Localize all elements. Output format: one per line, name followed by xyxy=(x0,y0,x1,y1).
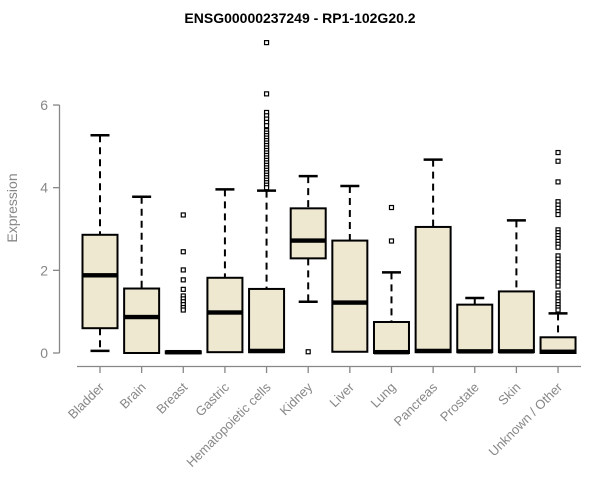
x-tick-label: Skin xyxy=(495,380,523,408)
outlier-point xyxy=(263,123,270,129)
box xyxy=(497,290,535,354)
x-tick-label: Gastric xyxy=(192,379,232,419)
median-line xyxy=(498,349,534,354)
median-line xyxy=(290,238,326,243)
x-tick-label: Unknown / Other xyxy=(486,379,566,459)
outlier-point xyxy=(180,286,186,292)
box xyxy=(414,225,452,354)
box xyxy=(372,321,410,355)
chart-title: ENSG00000237249 - RP1-102G20.2 xyxy=(184,10,416,26)
median-line xyxy=(82,273,118,278)
outlier-point xyxy=(388,204,395,211)
outlier-point xyxy=(388,238,395,244)
outlier-point xyxy=(555,158,561,164)
median-line xyxy=(457,349,493,354)
median-line xyxy=(249,348,285,354)
outlier-point xyxy=(305,349,311,355)
outlier-point xyxy=(263,185,270,191)
y-tick-label: 4 xyxy=(40,180,48,196)
box xyxy=(289,207,327,260)
x-tick-label: Liver xyxy=(326,379,357,410)
x-tick-label: Kidney xyxy=(277,379,316,418)
x-tick-label: Pancreas xyxy=(391,379,441,429)
median-line xyxy=(124,314,160,320)
outlier-point xyxy=(180,249,186,255)
median-line xyxy=(332,300,368,305)
box xyxy=(206,276,244,354)
median-line xyxy=(165,349,201,355)
outlier-point xyxy=(180,277,186,283)
outlier-point xyxy=(555,244,561,250)
box xyxy=(123,287,161,355)
y-tick-label: 0 xyxy=(40,345,48,361)
y-tick-label: 6 xyxy=(40,97,48,113)
median-line xyxy=(207,310,243,315)
box xyxy=(81,233,119,330)
outlier-point xyxy=(180,267,186,273)
x-tick-label: Bladder xyxy=(65,379,108,422)
x-tick-label: Lung xyxy=(368,380,399,411)
median-line xyxy=(540,349,576,354)
x-tick-label: Prostate xyxy=(437,380,482,425)
box xyxy=(248,287,286,354)
x-tick-label: Brain xyxy=(117,380,149,412)
box xyxy=(331,239,369,353)
y-tick-label: 2 xyxy=(40,262,48,278)
outlier-point xyxy=(555,149,561,156)
x-tick-label: Breast xyxy=(153,379,190,416)
outlier-point xyxy=(180,307,186,313)
outlier-point xyxy=(263,91,270,97)
median-line xyxy=(415,348,451,354)
box xyxy=(456,303,494,354)
outlier-point xyxy=(555,179,561,185)
outlier-point xyxy=(180,212,186,218)
outlier-point xyxy=(555,283,561,289)
median-line xyxy=(373,349,409,355)
outlier-point xyxy=(555,211,561,218)
outlier-point xyxy=(555,307,561,313)
outlier-point xyxy=(263,40,270,46)
